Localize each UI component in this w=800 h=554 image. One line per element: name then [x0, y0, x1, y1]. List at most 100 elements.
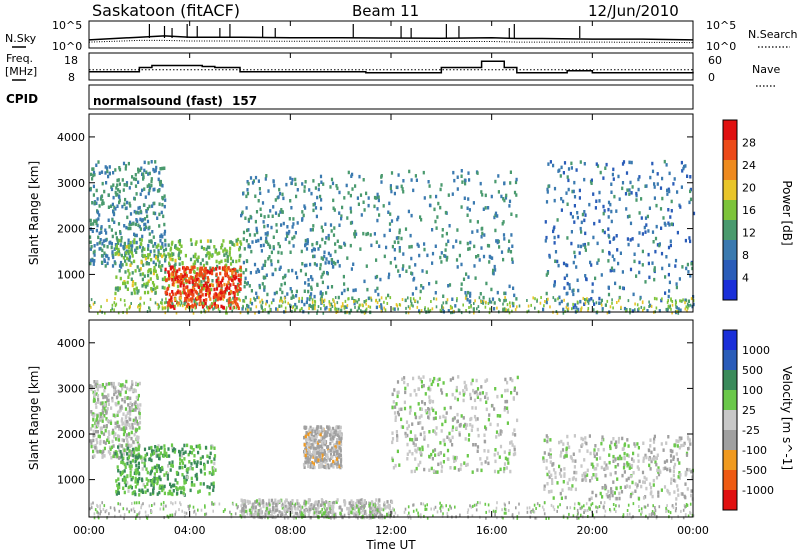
heatmap-cell	[398, 463, 401, 467]
heatmap-cell	[335, 451, 339, 456]
heatmap-cell	[667, 245, 671, 250]
heatmap-cell	[91, 258, 94, 263]
heatmap-cell	[303, 499, 306, 504]
heatmap-cell	[300, 249, 303, 254]
heatmap-cell	[410, 271, 413, 275]
heatmap-cell	[607, 292, 611, 297]
heatmap-cell	[186, 279, 190, 283]
heatmap-cell	[206, 245, 209, 249]
heatmap-cell	[250, 513, 253, 518]
heatmap-cell	[242, 299, 245, 303]
heatmap-cell	[451, 418, 454, 422]
heatmap-cell	[158, 467, 161, 471]
heatmap-cell	[105, 254, 108, 258]
heatmap-cell	[544, 239, 547, 243]
heatmap-cell	[607, 227, 610, 231]
heatmap-cell	[168, 261, 171, 265]
heatmap-cell	[652, 240, 655, 244]
heatmap-cell	[193, 287, 196, 292]
heatmap-cell	[103, 389, 106, 393]
heatmap-cell	[584, 248, 587, 252]
heatmap-cell	[458, 431, 461, 435]
heatmap-cell	[228, 291, 231, 296]
heatmap-cell	[162, 249, 166, 253]
heatmap-cell	[317, 456, 320, 460]
heatmap-cell	[186, 443, 189, 448]
heatmap-cell	[558, 464, 561, 469]
heatmap-cell	[398, 230, 401, 235]
heatmap-cell	[302, 213, 305, 218]
heatmap-cell	[631, 457, 634, 461]
heatmap-cell	[457, 468, 460, 472]
heatmap-cell	[329, 307, 332, 312]
heatmap-cell	[376, 301, 379, 305]
heatmap-cell	[156, 216, 159, 220]
heatmap-cell	[648, 448, 651, 453]
heatmap-cell	[291, 501, 294, 505]
heatmap-cell	[393, 240, 396, 244]
heatmap-cell	[345, 305, 348, 309]
heatmap-cell	[460, 287, 463, 291]
heatmap-cell	[93, 249, 96, 254]
heatmap-cell	[114, 432, 117, 436]
heatmap-cell	[464, 385, 467, 389]
heatmap-cell	[192, 262, 195, 267]
heatmap-cell	[154, 160, 157, 164]
heatmap-cell	[554, 259, 557, 263]
heatmap-cell	[127, 446, 130, 451]
heatmap-cell	[121, 387, 124, 391]
heatmap-cell	[184, 480, 187, 484]
heatmap-cell	[333, 500, 336, 505]
heatmap-cell	[137, 180, 140, 184]
heatmap-cell	[148, 232, 151, 236]
heatmap-cell	[489, 422, 492, 427]
heatmap-cell	[509, 441, 512, 445]
heatmap-cell	[608, 496, 611, 501]
heatmap-cell	[131, 283, 134, 288]
heatmap-cell	[667, 490, 670, 494]
y-tick-label: 3000	[57, 177, 85, 190]
heatmap-cell	[164, 243, 167, 247]
heatmap-cell	[122, 245, 125, 249]
heatmap-cell	[258, 187, 261, 191]
heatmap-cell	[666, 300, 669, 304]
heatmap-cell	[188, 277, 191, 281]
heatmap-cell	[106, 398, 109, 403]
heatmap-cell	[264, 308, 266, 312]
heatmap-cell	[473, 307, 475, 311]
heatmap-cell	[138, 224, 141, 229]
heatmap-cell	[134, 485, 137, 489]
heatmap-cell	[332, 233, 336, 237]
freq-tick-top: 18	[64, 54, 78, 67]
heatmap-cell	[484, 460, 487, 464]
heatmap-cell	[542, 307, 545, 312]
heatmap-cell	[477, 433, 480, 438]
heatmap-cell	[647, 261, 650, 266]
heatmap-cell	[280, 208, 283, 212]
heatmap-cell	[294, 507, 297, 511]
heatmap-cell	[469, 396, 472, 401]
heatmap-cell	[100, 230, 103, 234]
heatmap-cell	[366, 231, 369, 236]
heatmap-cell	[94, 425, 97, 429]
heatmap-cell	[209, 239, 212, 243]
heatmap-cell	[592, 192, 595, 196]
heatmap-cell	[516, 418, 519, 423]
heatmap-cell	[160, 486, 163, 490]
heatmap-cell	[196, 296, 198, 300]
heatmap-cell	[179, 303, 182, 307]
heatmap-cell	[404, 431, 407, 436]
heatmap-cell	[259, 507, 262, 511]
heatmap-cell	[110, 381, 113, 386]
heatmap-cell	[363, 208, 366, 212]
heatmap-cell	[687, 306, 689, 310]
heatmap-cell	[107, 256, 110, 261]
heatmap-cell	[572, 476, 575, 480]
heatmap-cell	[391, 431, 394, 435]
heatmap-cell	[137, 461, 140, 466]
heatmap-cell	[320, 307, 322, 311]
heatmap-cell	[633, 252, 636, 256]
heatmap-cell	[272, 235, 275, 239]
heatmap-cell	[675, 301, 677, 304]
heatmap-cell	[592, 235, 595, 240]
